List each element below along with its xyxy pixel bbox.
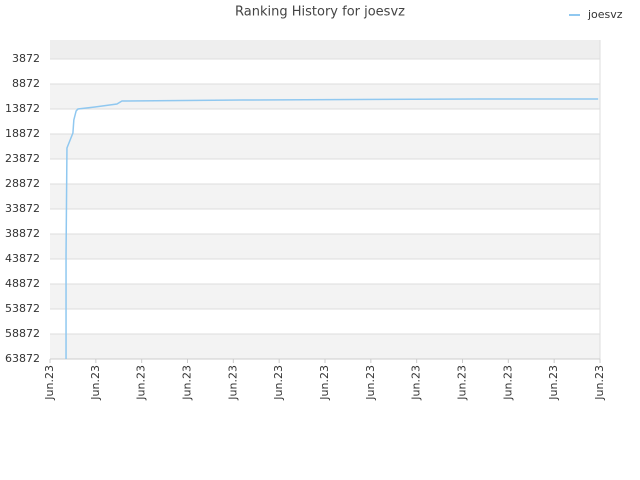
x-tick-label: Jun.23 bbox=[547, 365, 560, 401]
x-tick-label: Jun.23 bbox=[456, 365, 469, 401]
y-tick-label: 3872 bbox=[12, 52, 40, 65]
x-tick-label: Jun.23 bbox=[226, 365, 239, 401]
y-tick-label: 8872 bbox=[12, 77, 40, 90]
y-tick-label: 48872 bbox=[5, 277, 40, 290]
grid-band bbox=[50, 284, 600, 309]
y-tick-label: 23872 bbox=[5, 152, 40, 165]
y-tick-label: 43872 bbox=[5, 252, 40, 265]
y-tick-label: 38872 bbox=[5, 227, 40, 240]
x-tick-label: Jun.23 bbox=[272, 365, 285, 401]
grid-band bbox=[50, 159, 600, 184]
x-tick-label: Jun.23 bbox=[501, 365, 514, 401]
grid-band bbox=[50, 40, 600, 59]
grid-band bbox=[50, 234, 600, 259]
x-tick-label: Jun.23 bbox=[593, 365, 606, 401]
x-tick-label: Jun.23 bbox=[43, 365, 56, 401]
chart-title: Ranking History for joesvz bbox=[235, 5, 405, 20]
grid-band bbox=[50, 259, 600, 284]
grid-band bbox=[50, 134, 600, 159]
y-tick-label: 18872 bbox=[5, 127, 40, 140]
x-tick-label: Jun.23 bbox=[364, 365, 377, 401]
y-tick-label: 53872 bbox=[5, 302, 40, 315]
x-tick-label: Jun.23 bbox=[181, 365, 194, 401]
x-tick-label: Jun.23 bbox=[135, 365, 148, 401]
y-tick-label: 33872 bbox=[5, 202, 40, 215]
line bbox=[65, 98, 599, 359]
y-tick-label: 28872 bbox=[5, 177, 40, 190]
x-tick-label: Jun.23 bbox=[318, 365, 331, 401]
x-tick-label: Jun.23 bbox=[89, 365, 102, 401]
grid-band bbox=[50, 184, 600, 209]
grid-band bbox=[50, 59, 600, 84]
legend-label: joesvz bbox=[587, 8, 623, 21]
y-tick-label: 63872 bbox=[5, 352, 40, 365]
grid-band bbox=[50, 309, 600, 334]
grid-band bbox=[50, 209, 600, 234]
grid-band bbox=[50, 334, 600, 359]
grid-band bbox=[50, 84, 600, 109]
y-tick-label: 13872 bbox=[5, 102, 40, 115]
y-tick-label: 58872 bbox=[5, 327, 40, 340]
grid-band bbox=[50, 109, 600, 134]
x-tick-label: Jun.23 bbox=[410, 365, 423, 401]
